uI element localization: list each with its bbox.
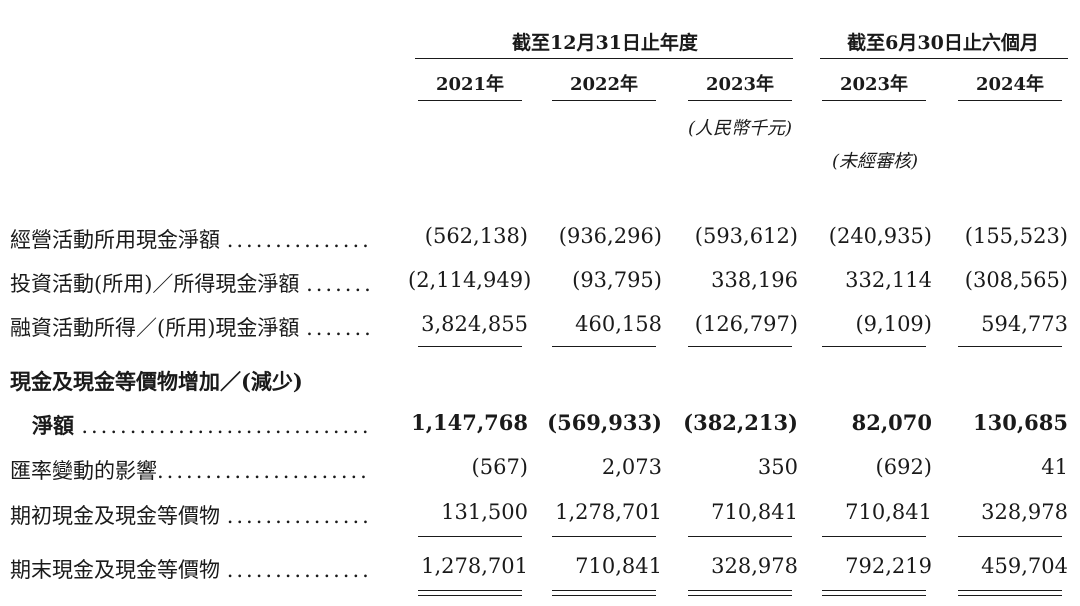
- cell-operating-2022: (936,296): [558, 224, 662, 248]
- cell-opening-2024-interim: 328,978: [981, 500, 1068, 524]
- year-rule-2021: [418, 100, 522, 101]
- year-rule-2023-interim: [822, 100, 926, 101]
- cell-opening-2023-interim: 710,841: [845, 500, 932, 524]
- header-group-annual: 截至12月31日止年度: [512, 32, 698, 54]
- total-rule-2023: [688, 536, 792, 537]
- cell-financing-2023-interim: (9,109): [855, 312, 932, 336]
- unit-note: (人民幣千元): [687, 118, 793, 139]
- cell-net-change-2023-interim: 82,070: [851, 410, 932, 435]
- cell-investing-2021: (2,114,949): [408, 268, 532, 292]
- year-rule-2022: [552, 100, 656, 101]
- cell-investing-2022: (93,795): [572, 268, 662, 292]
- row-label-operating: 經營活動所用現金淨額 ...............: [10, 228, 372, 252]
- subtotal-rule-2024-interim: [958, 346, 1062, 347]
- row-label-closing-cash: 期末現金及現金等價物 ...............: [10, 558, 372, 582]
- cell-fx-2022: 2,073: [601, 455, 662, 479]
- double-rule-2023: [688, 590, 792, 596]
- header-group-interim-rule: [820, 58, 1068, 59]
- subtotal-rule-2023: [688, 346, 792, 347]
- cell-fx-2023: 350: [757, 455, 798, 479]
- total-rule-2023-interim: [822, 536, 926, 537]
- cell-closing-2021: 1,278,701: [421, 554, 528, 578]
- cell-closing-2022: 710,841: [575, 554, 662, 578]
- header-group-annual-rule: [415, 58, 793, 59]
- cell-net-change-2021: 1,147,768: [411, 410, 528, 435]
- cell-fx-2021: (567): [471, 455, 528, 479]
- cell-net-change-2022: (569,933): [547, 410, 662, 435]
- cell-operating-2023: (593,612): [694, 224, 798, 248]
- year-header-2023-interim: 2023年: [839, 74, 909, 95]
- year-header-2023: 2023年: [705, 74, 775, 95]
- cell-investing-2023-interim: 332,114: [845, 268, 932, 292]
- double-rule-2022: [552, 590, 656, 596]
- cell-closing-2023: 328,978: [711, 554, 798, 578]
- total-rule-2024-interim: [958, 536, 1062, 537]
- cell-investing-2023: 338,196: [711, 268, 798, 292]
- row-label-net-change-line1: 現金及現金等價物增加／(減少): [10, 369, 303, 394]
- cell-fx-2024-interim: 41: [1041, 455, 1068, 479]
- cell-closing-2023-interim: 792,219: [845, 554, 932, 578]
- header-group-interim: 截至6月30日止六個月: [847, 32, 1039, 54]
- subtotal-rule-2022: [552, 346, 656, 347]
- row-label-investing: 投資活動(所用)／所得現金淨額 .......: [10, 272, 374, 296]
- cell-net-change-2024-interim: 130,685: [973, 410, 1068, 435]
- cell-fx-2023-interim: (692): [875, 455, 932, 479]
- year-rule-2023: [688, 100, 792, 101]
- cell-opening-2021: 131,500: [441, 500, 528, 524]
- cell-operating-2024-interim: (155,523): [964, 224, 1068, 248]
- cell-investing-2024-interim: (308,565): [964, 268, 1068, 292]
- cell-operating-2023-interim: (240,935): [828, 224, 932, 248]
- double-rule-2021: [418, 590, 522, 596]
- total-rule-2021: [418, 536, 522, 537]
- year-rule-2024-interim: [958, 100, 1062, 101]
- cell-operating-2021: (562,138): [424, 224, 528, 248]
- cell-opening-2022: 1,278,701: [555, 500, 662, 524]
- cell-financing-2022: 460,158: [575, 312, 662, 336]
- row-label-net-change-line2: 淨額 ..............................: [32, 413, 372, 438]
- cell-financing-2023: (126,797): [694, 312, 798, 336]
- unaudited-note: (未經審核): [831, 151, 919, 172]
- row-label-fx-effect: 匯率變動的影響......................: [10, 459, 370, 483]
- total-rule-2022: [552, 536, 656, 537]
- cell-closing-2024-interim: 459,704: [981, 554, 1068, 578]
- cell-opening-2023: 710,841: [711, 500, 798, 524]
- cell-net-change-2023: (382,213): [683, 410, 798, 435]
- row-label-financing: 融資活動所得／(所用)現金淨額 .......: [10, 316, 374, 340]
- cell-financing-2021: 3,824,855: [421, 312, 528, 336]
- subtotal-rule-2021: [418, 346, 522, 347]
- row-label-opening-cash: 期初現金及現金等價物 ...............: [10, 504, 372, 528]
- double-rule-2023-interim: [822, 590, 926, 596]
- double-rule-2024-interim: [958, 590, 1062, 596]
- year-header-2021: 2021年: [435, 74, 505, 95]
- cell-financing-2024-interim: 594,773: [981, 312, 1068, 336]
- year-header-2022: 2022年: [569, 74, 639, 95]
- subtotal-rule-2023-interim: [822, 346, 926, 347]
- year-header-2024-interim: 2024年: [975, 74, 1045, 95]
